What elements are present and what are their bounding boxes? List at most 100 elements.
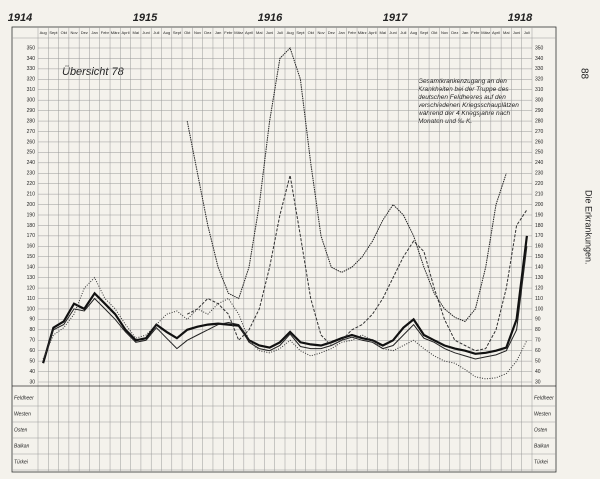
x-tick-label: Sept <box>296 30 305 35</box>
y-tick-label: 90 <box>29 317 35 323</box>
y-tick-label-right: 320 <box>535 77 544 83</box>
x-tick-label: März <box>481 30 490 35</box>
row-label-right: Balkan <box>534 443 550 449</box>
x-tick-label: Nov <box>441 30 448 35</box>
y-tick-label: 80 <box>29 327 35 333</box>
y-tick-label: 190 <box>27 212 36 218</box>
x-tick-label: Sept <box>420 30 429 35</box>
chart-title: Übersicht 78 <box>62 66 125 78</box>
y-tick-label-right: 80 <box>535 327 541 333</box>
y-tick-label-right: 140 <box>535 265 544 271</box>
x-tick-label: Febr <box>471 30 480 35</box>
y-tick-label-right: 100 <box>535 306 544 312</box>
x-tick-label: Juli <box>524 30 530 35</box>
x-tick-label: April <box>245 30 253 35</box>
row-label-right: Feldheer <box>534 395 554 401</box>
y-tick-label: 120 <box>27 285 36 291</box>
row-label-right: Türkei <box>534 459 549 465</box>
x-tick-label: Juli <box>400 30 406 35</box>
y-tick-label-right: 30 <box>535 379 541 385</box>
y-tick-label: 210 <box>27 191 36 197</box>
series-line <box>42 246 528 362</box>
y-tick-label: 290 <box>27 108 36 114</box>
y-tick-label: 260 <box>27 139 36 145</box>
x-tick-label: Nov <box>194 30 201 35</box>
x-tick-label: Aug <box>410 30 417 35</box>
y-tick-label-right: 90 <box>535 317 541 323</box>
row-label: Feldheer <box>14 395 34 401</box>
x-tick-label: März <box>358 30 367 35</box>
x-tick-label: Mai <box>380 30 387 35</box>
y-tick-label: 70 <box>29 338 35 344</box>
y-tick-label: 30 <box>29 379 35 385</box>
y-tick-label: 240 <box>27 160 36 166</box>
year-label: 1914 <box>8 12 32 24</box>
y-tick-label-right: 150 <box>535 254 544 260</box>
y-tick-label: 50 <box>29 358 35 364</box>
y-tick-label: 60 <box>29 348 35 354</box>
x-tick-label: Febr <box>224 30 233 35</box>
y-tick-label-right: 130 <box>535 275 544 281</box>
y-tick-label-right: 170 <box>535 233 544 239</box>
frame <box>11 26 557 473</box>
y-tick-label: 230 <box>27 171 36 177</box>
y-tick-label: 40 <box>29 369 35 375</box>
y-tick-label-right: 330 <box>535 66 544 72</box>
series-line <box>186 175 528 352</box>
x-tick-label: Febr <box>348 30 357 35</box>
y-tick-label: 140 <box>27 265 36 271</box>
x-tick-label: Jan <box>338 30 344 35</box>
y-tick-label: 280 <box>27 118 36 124</box>
y-tick-label: 200 <box>27 202 36 208</box>
y-tick-label-right: 210 <box>535 191 544 197</box>
year-label: 1918 <box>508 12 533 24</box>
x-tick-label: Jan <box>462 30 468 35</box>
y-tick-label: 220 <box>27 181 36 187</box>
x-tick-label: April <box>121 30 129 35</box>
x-tick-label: Juli <box>153 30 159 35</box>
y-tick-label-right: 220 <box>535 181 544 187</box>
x-tick-label: Aug <box>163 30 170 35</box>
annotation: Gesamtkrankenzugang an den Krankheiten b… <box>418 78 530 126</box>
y-tick-label-right: 110 <box>535 296 543 302</box>
x-tick-label: Okt <box>61 30 68 35</box>
x-tick-label: Jan <box>215 30 221 35</box>
y-tick-label: 340 <box>27 56 36 62</box>
y-tick-label-right: 50 <box>535 358 541 364</box>
y-tick-label-right: 230 <box>535 171 544 177</box>
y-tick-label: 160 <box>27 244 36 250</box>
x-tick-label: Okt <box>308 30 315 35</box>
page-number: 88 <box>578 68 589 80</box>
y-tick-label: 250 <box>27 150 36 156</box>
x-tick-label: Nov <box>70 30 77 35</box>
x-tick-label: Aug <box>40 30 47 35</box>
row-label: Türkei <box>14 459 29 465</box>
x-tick-label: Mai <box>133 30 140 35</box>
y-tick-label-right: 240 <box>535 160 544 166</box>
y-tick-label: 180 <box>27 223 36 229</box>
y-tick-label-right: 300 <box>535 98 544 104</box>
y-tick-label-right: 290 <box>535 108 544 114</box>
x-tick-label: Okt <box>431 30 438 35</box>
year-label: 1917 <box>383 12 408 24</box>
x-tick-label: März <box>111 30 120 35</box>
y-tick-label: 100 <box>27 306 36 312</box>
row-label: Westen <box>14 411 31 417</box>
row-label: Osten <box>14 427 28 433</box>
year-label: 1915 <box>133 12 158 24</box>
y-tick-label: 320 <box>27 77 36 83</box>
y-tick-label: 350 <box>27 45 36 51</box>
y-tick-label: 130 <box>27 275 36 281</box>
x-tick-label: April <box>492 30 500 35</box>
y-tick-label-right: 250 <box>535 150 544 156</box>
y-tick-label-right: 60 <box>535 348 541 354</box>
x-tick-label: Mai <box>503 30 510 35</box>
y-tick-label-right: 260 <box>535 139 544 145</box>
y-tick-label: 300 <box>27 98 36 104</box>
x-tick-label: Nov <box>317 30 324 35</box>
y-tick-label-right: 120 <box>535 285 544 291</box>
x-tick-label: Sept <box>49 30 58 35</box>
y-tick-label-right: 200 <box>535 202 544 208</box>
series-line <box>186 47 507 323</box>
